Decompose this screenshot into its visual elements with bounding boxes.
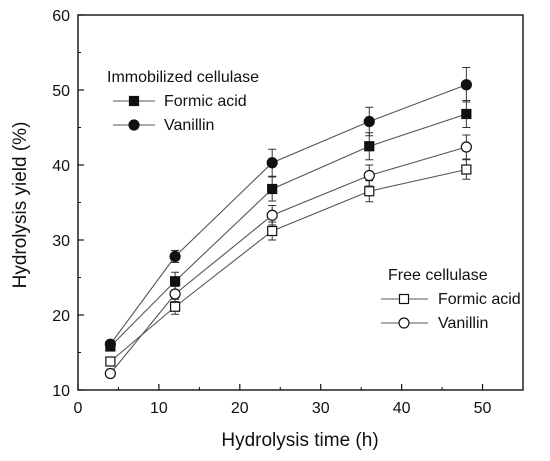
series-immobilized-cellulase-formic-acid bbox=[105, 100, 472, 352]
legend-group-1: Free cellulase Formic acid Vanillin bbox=[381, 267, 521, 332]
legend-label: Formic acid bbox=[438, 291, 521, 308]
x-tick-label: 30 bbox=[312, 400, 330, 417]
data-point bbox=[461, 108, 472, 120]
series-line bbox=[109, 113, 467, 347]
x-tick-label: 50 bbox=[474, 400, 492, 417]
series-layer bbox=[104, 67, 472, 380]
y-tick-label: 20 bbox=[52, 308, 70, 325]
data-point bbox=[169, 276, 181, 287]
y-tick-label: 60 bbox=[52, 8, 70, 25]
data-point bbox=[460, 79, 472, 91]
legend-title: Immobilized cellulase bbox=[107, 69, 259, 86]
series-line bbox=[110, 168, 467, 362]
data-point bbox=[364, 186, 375, 197]
series-immobilized-cellulase-vanillin bbox=[104, 67, 472, 350]
data-point bbox=[364, 141, 375, 152]
legend-marker bbox=[398, 293, 410, 305]
data-point bbox=[363, 169, 375, 182]
y-tick-label: 10 bbox=[52, 383, 70, 400]
data-point bbox=[267, 183, 278, 195]
x-tick-label: 10 bbox=[150, 400, 168, 417]
y-tick-label: 30 bbox=[52, 233, 70, 250]
data-point bbox=[460, 141, 472, 153]
legend-label: Formic acid bbox=[164, 93, 247, 110]
legend-label: Vanillin bbox=[164, 117, 214, 134]
legend-marker bbox=[398, 317, 410, 329]
data-point bbox=[169, 301, 181, 312]
y-axis-label: Hydrolysis yield (%) bbox=[10, 122, 31, 289]
series-free-cellulase-vanillin bbox=[104, 134, 472, 380]
legend-label: Vanillin bbox=[438, 315, 488, 332]
data-point bbox=[169, 288, 181, 300]
y-tick-label: 40 bbox=[52, 158, 70, 175]
legend-marker bbox=[128, 95, 140, 107]
legend-layer: Immobilized cellulase Formic acid Vanillin… bbox=[107, 69, 521, 332]
data-point bbox=[104, 338, 116, 350]
data-point bbox=[169, 250, 181, 263]
legend-title: Free cellulase bbox=[388, 267, 488, 284]
data-point bbox=[363, 115, 375, 128]
x-tick-label: 40 bbox=[393, 400, 411, 417]
x-tick-label: 20 bbox=[231, 400, 249, 417]
series-free-cellulase-formic-acid bbox=[105, 159, 472, 367]
data-point bbox=[104, 367, 116, 380]
data-point bbox=[266, 157, 278, 169]
legend-group-0: Immobilized cellulase Formic acid Vanillin bbox=[107, 69, 259, 134]
y-tick-label: 50 bbox=[52, 83, 70, 100]
data-point bbox=[267, 225, 278, 237]
x-tick-label: 0 bbox=[74, 400, 83, 417]
legend-marker bbox=[128, 119, 140, 131]
data-point bbox=[461, 164, 472, 175]
x-axis-label: Hydrolysis time (h) bbox=[221, 430, 378, 451]
data-point bbox=[266, 209, 278, 221]
data-point bbox=[105, 356, 116, 367]
